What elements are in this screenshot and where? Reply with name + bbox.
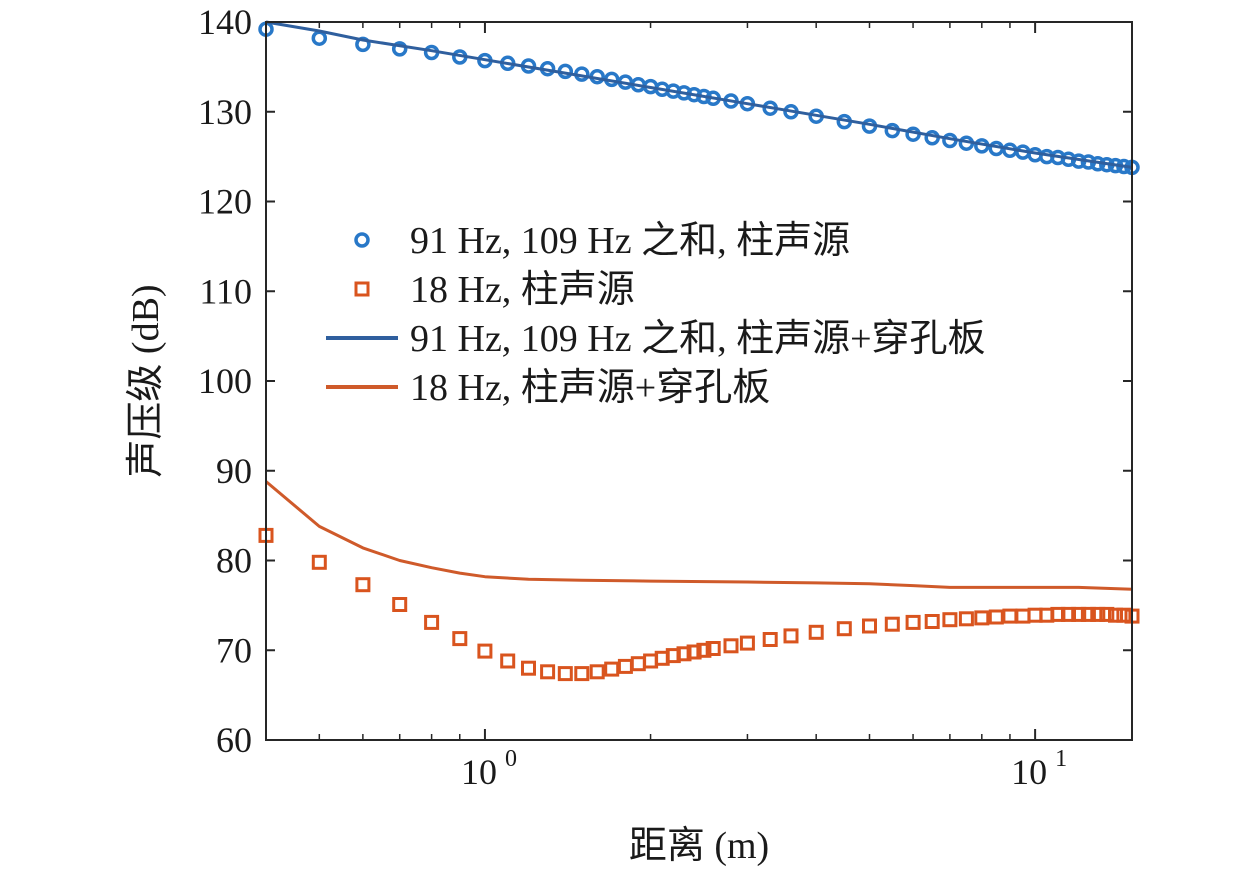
legend-label: 91 Hz, 109 Hz 之和, 柱声源+穿孔板 <box>410 318 986 360</box>
data-point <box>884 616 900 632</box>
data-point <box>783 628 799 644</box>
series-line-3 <box>265 20 1133 169</box>
data-point <box>589 664 605 680</box>
data-point <box>1108 607 1123 623</box>
series-2 <box>258 527 1140 682</box>
data-point <box>1090 606 1106 622</box>
data-point <box>557 666 573 682</box>
data-point <box>1080 606 1096 622</box>
series-layer <box>258 20 1140 682</box>
ticks-layer <box>265 21 1132 741</box>
x-tick-exponent: 0 <box>505 746 517 772</box>
data-point <box>604 661 620 677</box>
legend-entry-3: 91 Hz, 109 Hz 之和, 柱声源+穿孔板 <box>326 318 986 360</box>
data-point <box>696 642 712 658</box>
legend-entry-1: 91 Hz, 109 Hz 之和, 柱声源 <box>354 220 850 262</box>
y-tick-label: 80 <box>216 541 252 581</box>
data-point <box>1071 606 1087 622</box>
data-point <box>540 664 556 680</box>
x-tick-label: 10 <box>1011 752 1047 792</box>
y-tick-label: 130 <box>198 92 252 132</box>
legend-label: 18 Hz, 柱声源 <box>410 269 635 311</box>
data-point <box>808 624 824 640</box>
data-point <box>686 644 702 660</box>
legend-label: 91 Hz, 109 Hz 之和, 柱声源 <box>410 220 850 262</box>
data-point <box>739 635 755 651</box>
legend: 91 Hz, 109 Hz 之和, 柱声源 18 Hz, 柱声源 91 Hz, 10… <box>326 220 986 409</box>
data-point <box>862 618 877 634</box>
data-point <box>1099 606 1115 622</box>
y-tick-label: 70 <box>216 630 252 670</box>
data-point <box>311 554 327 570</box>
y-tick-label: 120 <box>198 182 252 222</box>
data-point <box>452 631 468 647</box>
data-point <box>762 632 778 647</box>
x-tick-label: 10 <box>461 752 497 792</box>
data-point <box>355 577 371 593</box>
y-axis-title: 声压级 (dB) <box>125 284 167 477</box>
legend-marker <box>354 232 370 248</box>
data-point <box>355 36 371 53</box>
x-axis-title: 距离 (m) <box>629 825 769 867</box>
legend-entry-2: 18 Hz, 柱声源 <box>354 269 635 311</box>
data-point <box>905 614 921 630</box>
legend-marker <box>354 281 370 297</box>
data-point <box>974 610 990 626</box>
y-tick-label: 60 <box>216 720 252 760</box>
data-point <box>500 653 516 669</box>
data-point <box>1116 607 1132 623</box>
data-point <box>574 666 590 682</box>
data-point <box>942 612 958 628</box>
data-point <box>391 41 408 57</box>
y-tick-label: 100 <box>198 361 252 401</box>
legend-label: 18 Hz, 柱声源+穿孔板 <box>410 367 770 409</box>
data-point <box>392 597 408 612</box>
data-point <box>1061 606 1076 622</box>
data-point <box>958 611 974 627</box>
data-point <box>723 638 739 654</box>
legend-entry-4: 18 Hz, 柱声源+穿孔板 <box>326 367 770 409</box>
data-point <box>705 641 721 656</box>
data-point <box>521 660 536 676</box>
data-point <box>424 614 440 630</box>
data-point <box>836 621 852 637</box>
series-line-4 <box>265 480 1133 591</box>
y-tick-label: 90 <box>216 451 252 491</box>
data-point <box>924 614 940 629</box>
x-tick-exponent: 1 <box>1055 746 1067 772</box>
y-tick-label: 110 <box>199 271 252 311</box>
y-tick-label: 140 <box>198 2 252 42</box>
series-3 <box>265 20 1133 169</box>
data-point <box>988 609 1004 625</box>
data-point <box>477 643 493 659</box>
series-4 <box>265 480 1133 591</box>
data-point <box>676 646 692 662</box>
